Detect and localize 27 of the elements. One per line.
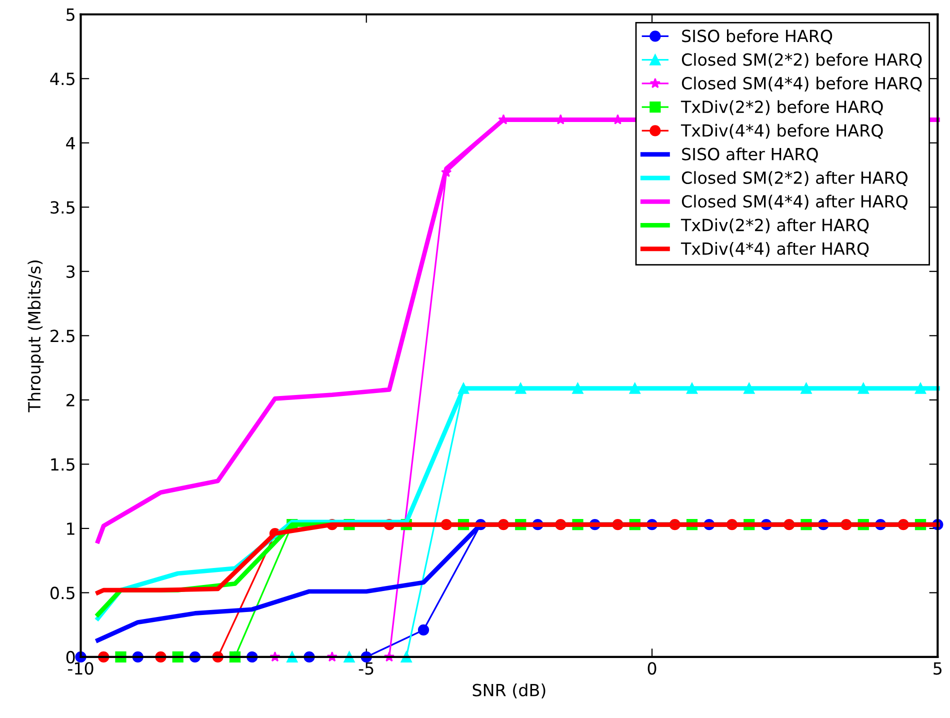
legend-label: Closed SM(4*4) before HARQ: [682, 76, 922, 92]
y-tick-label: 1: [67, 522, 74, 535]
y-tick-label: 2: [66, 394, 74, 406]
y-tick-label: 2.5: [50, 330, 74, 342]
x-tick-label: 5: [934, 662, 942, 675]
y-tick-label: 1.5: [51, 458, 74, 471]
legend-label: TxDiv(2*2) before HARQ: [680, 100, 883, 116]
legend-label: SISO after HARQ: [682, 148, 818, 162]
y-tick-label: 4.5: [50, 72, 74, 86]
y-tick-label: 5: [66, 8, 74, 21]
legend-label: Closed SM(2*2) before HARQ: [682, 52, 922, 68]
y-tick-label: 3.5: [50, 201, 74, 214]
y-tick-label: 0.5: [50, 586, 74, 600]
x-tick-label: -5: [358, 662, 374, 675]
legend-label: TxDiv(2*2) after HARQ: [680, 218, 869, 234]
x-tick-label: -10: [68, 662, 94, 675]
y-axis-title: Throuput (Mbits/s): [28, 260, 44, 412]
y-tick-label: 3: [66, 265, 75, 278]
y-tick-label: 4: [66, 137, 75, 150]
x-tick-label: 0: [648, 662, 656, 675]
legend-label: TxDiv(4*4) before HARQ: [680, 124, 883, 139]
legend-label: TxDiv(4*4) after HARQ: [680, 242, 869, 257]
y-tick-label: 0: [66, 650, 75, 664]
legend-label: SISO before HARQ: [682, 29, 832, 44]
legend-label: Closed SM(4*4) after HARQ: [682, 194, 908, 210]
x-axis-title: SNR (dB): [472, 684, 546, 698]
legend-label: Closed SM(2*2) after HARQ: [682, 171, 908, 186]
